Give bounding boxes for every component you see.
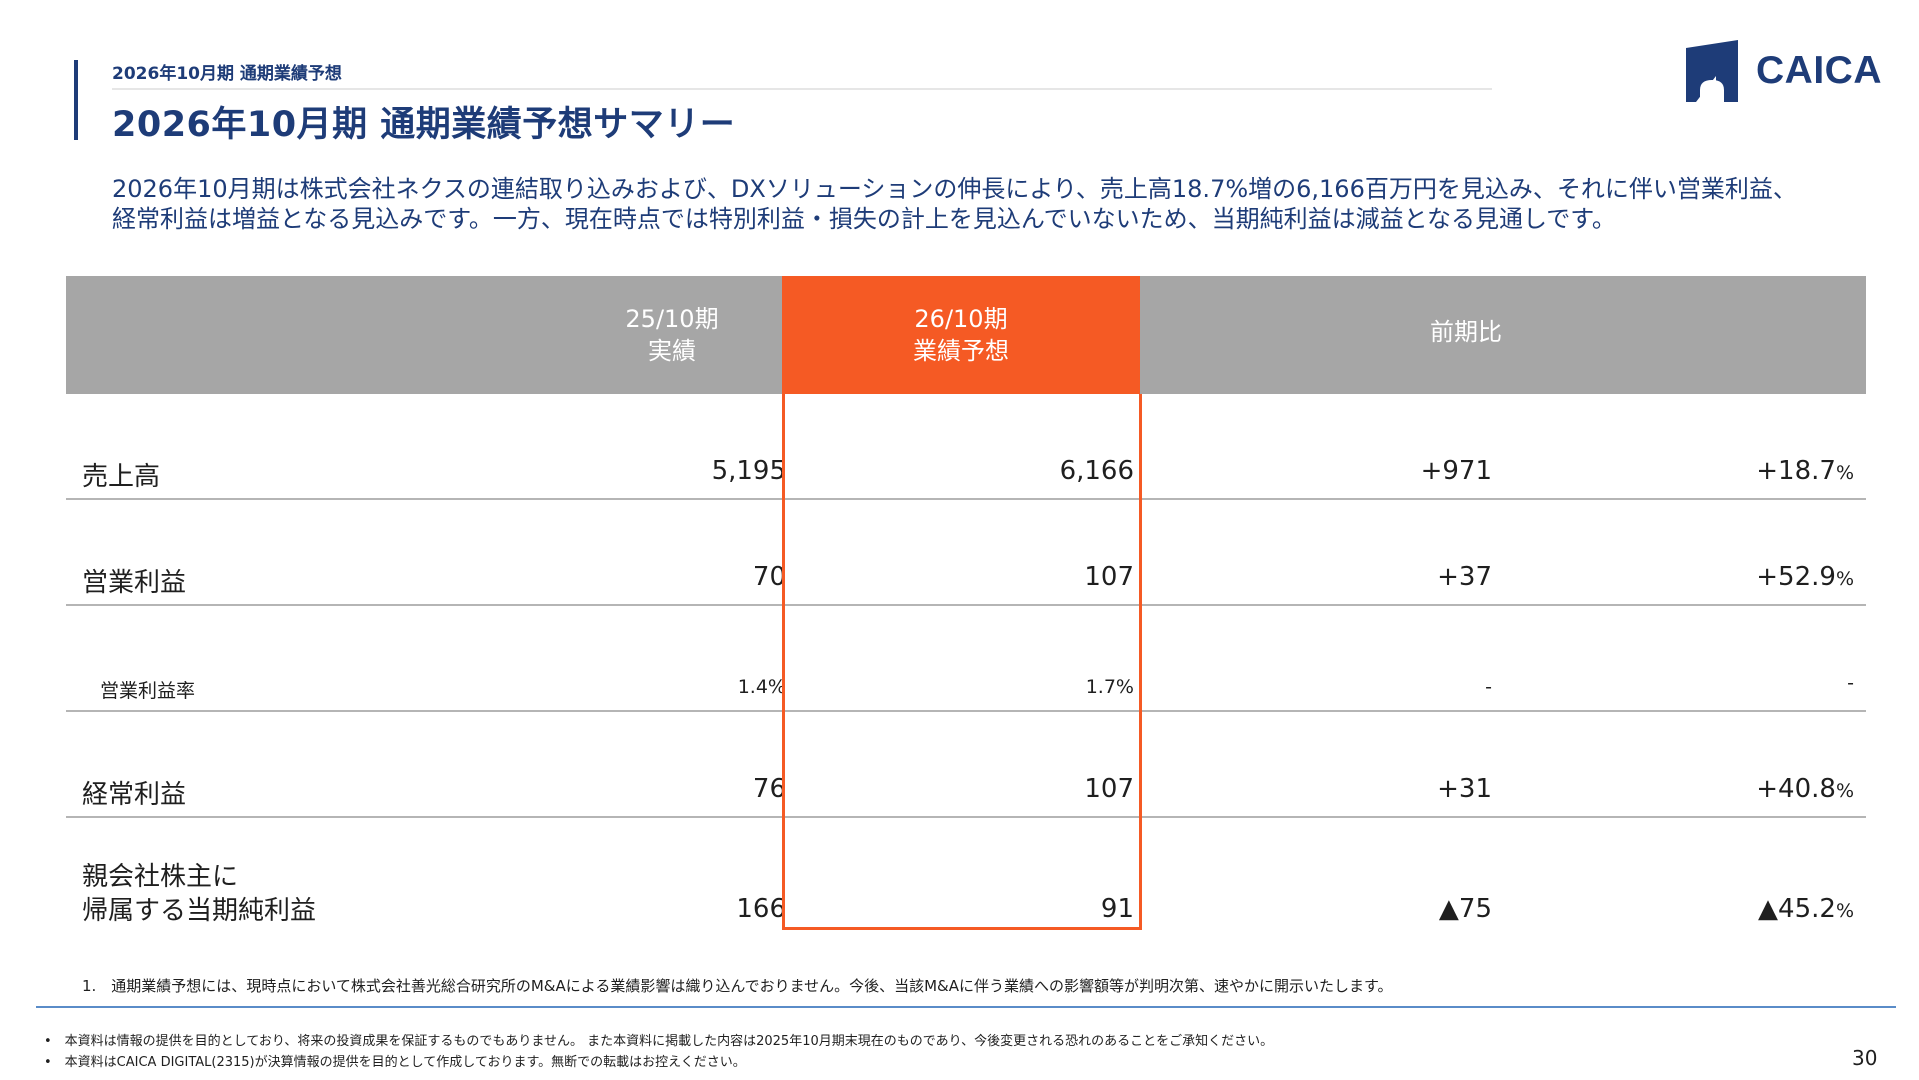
- column-header-prev-type: 実績: [648, 337, 696, 365]
- page-number: 30: [1852, 1046, 1878, 1070]
- prev-value: 1.4%: [737, 676, 786, 698]
- header-divider: [112, 88, 1492, 90]
- pct-unit: %: [1835, 462, 1854, 484]
- diff-value: +971: [1420, 456, 1492, 486]
- table-row: 経常利益 76 107 +31 +40.8%: [66, 712, 1866, 818]
- forecast-value: 107: [1084, 774, 1134, 804]
- column-header-compare-label: 前期比: [1430, 318, 1502, 346]
- forecast-value: 1.7%: [1085, 676, 1134, 698]
- column-header-compare: 前期比: [1144, 276, 1788, 394]
- pct-number: ▲45.2: [1758, 894, 1836, 924]
- column-header-prev-period: 25/10期: [625, 305, 719, 333]
- pct-number: +52.9: [1756, 562, 1836, 592]
- summary-paragraph: 2026年10月期は株式会社ネクスの連結取り込みおよび、DXソリューションの伸長…: [112, 175, 1797, 233]
- title-accent-bar: [74, 60, 78, 140]
- pct-value: +40.8%: [1756, 774, 1854, 804]
- forecast-column-highlight: [782, 394, 1142, 930]
- caica-logo-mark-icon: [1686, 40, 1738, 102]
- row-label: 経常利益: [82, 780, 187, 810]
- column-header-forecast-period: 26/10期: [914, 305, 1008, 333]
- prev-value: 70: [752, 562, 786, 592]
- pct-unit: %: [1835, 568, 1854, 590]
- table-row: 親会社株主に帰属する当期純利益 166 91 ▲75 ▲45.2%: [66, 818, 1866, 930]
- pct-value: +18.7%: [1756, 456, 1854, 486]
- row-label: 営業利益率: [100, 680, 196, 702]
- footnote: 1. 通期業績予想には、現時点において株式会社善光総合研究所のM&Aによる業績影…: [82, 977, 1393, 995]
- row-label: 営業利益: [82, 568, 187, 598]
- table-header: 25/10期 実績 26/10期 業績予想 前期比: [66, 276, 1866, 394]
- prev-value: 76: [752, 774, 786, 804]
- disclaimer-2: • 本資料はCAICA DIGITAL(2315)が決算情報の提供を目的として作…: [44, 1055, 746, 1070]
- column-header-forecast: 26/10期 業績予想: [782, 276, 1140, 394]
- diff-value: +37: [1437, 562, 1492, 592]
- page-title: 2026年10月期 通期業績予想サマリー: [112, 105, 736, 145]
- table-row: 売上高 5,195 6,166 +971 +18.7%: [66, 394, 1866, 500]
- prev-value: 5,195: [711, 456, 786, 486]
- logo-text: CAICA: [1756, 49, 1882, 92]
- diff-value: +31: [1437, 774, 1492, 804]
- breadcrumb: 2026年10月期 通期業績予想: [112, 64, 342, 84]
- pct-unit: %: [1835, 900, 1854, 922]
- table-row: 営業利益 70 107 +37 +52.9%: [66, 500, 1866, 606]
- row-label-line2: 帰属する当期純利益: [82, 896, 317, 926]
- pct-value: -: [1847, 672, 1854, 694]
- prev-value: 166: [736, 894, 786, 924]
- row-label: 売上高: [82, 462, 161, 492]
- diff-value: -: [1485, 676, 1492, 698]
- pct-number: +18.7: [1756, 456, 1836, 486]
- row-label-line1: 親会社株主に: [82, 862, 239, 892]
- caica-logo: CAICA: [1686, 40, 1882, 102]
- footer-divider: [36, 1006, 1896, 1008]
- disclaimer-1: • 本資料は情報の提供を目的としており、将来の投資成果を保証するものでもありませ…: [44, 1034, 1274, 1049]
- table-row: 営業利益率 1.4% 1.7% - -: [66, 606, 1866, 712]
- forecast-value: 107: [1084, 562, 1134, 592]
- row-label: 親会社株主に帰属する当期純利益: [82, 860, 316, 928]
- diff-value: ▲75: [1438, 894, 1492, 924]
- forecast-value: 6,166: [1059, 456, 1134, 486]
- column-header-forecast-type: 業績予想: [913, 337, 1009, 365]
- column-header-prev: 25/10期 実績: [494, 276, 850, 394]
- forecast-value: 91: [1100, 894, 1134, 924]
- pct-value: +52.9%: [1756, 562, 1854, 592]
- pct-value: ▲45.2%: [1758, 894, 1854, 924]
- pct-unit: %: [1835, 780, 1854, 802]
- pct-number: -: [1847, 672, 1854, 694]
- pct-number: +40.8: [1756, 774, 1836, 804]
